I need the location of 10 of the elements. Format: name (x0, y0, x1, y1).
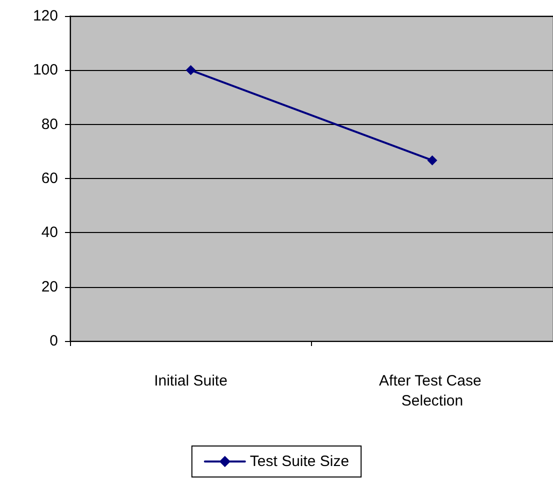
y-tick-label: 40 (41, 224, 58, 242)
legend-label: Test Suite Size (250, 453, 350, 470)
y-tick-label: 20 (41, 278, 58, 296)
y-tick-label: 100 (32, 62, 58, 79)
y-tick-label: 60 (41, 170, 58, 187)
y-tick-label: 80 (41, 116, 58, 133)
x-tick-label: After Test Case Selection (379, 372, 486, 410)
y-tick-label: 0 (50, 332, 58, 350)
x-tick-label: Initial Suite (154, 372, 228, 390)
y-tick-label: 120 (32, 8, 58, 24)
